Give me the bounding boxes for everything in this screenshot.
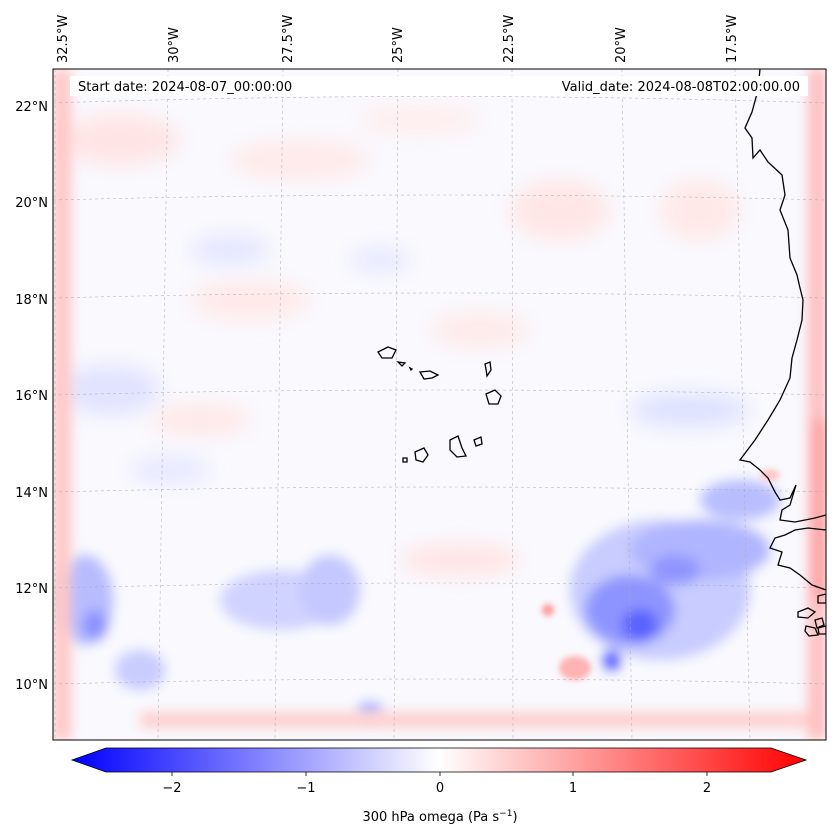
lat-label: 20°N <box>15 196 48 211</box>
lon-label: 17.5°W <box>725 15 740 63</box>
colorbar-tick-label: 2 <box>703 781 711 796</box>
bijagos-islands <box>797 593 826 637</box>
cape-verde-islands <box>377 346 502 463</box>
valid-date-label: Valid_date: 2024-08-08T02:00:00.00 <box>562 80 800 95</box>
lon-label: 20°W <box>614 27 629 63</box>
island-sao-vicente <box>396 361 407 367</box>
colorbar-bar <box>70 747 808 773</box>
lon-label: 27.5°W <box>281 15 296 63</box>
weak-ascent-patches <box>60 235 750 484</box>
lat-label: 18°N <box>15 293 48 308</box>
boundary-descent-frame <box>53 69 826 740</box>
lon-label: 32.5°W <box>56 15 71 63</box>
graticule <box>53 69 826 740</box>
longitude-labels: 32.5°W 30°W 27.5°W 25°W 22.5°W 20°W 17.5… <box>56 15 740 63</box>
lon-label: 30°W <box>167 27 182 63</box>
colorbar-tick-label: −2 <box>162 781 181 796</box>
colorbar-tick-label: 1 <box>569 781 577 796</box>
lon-label: 22.5°W <box>502 15 517 63</box>
island-fogo <box>414 447 429 463</box>
guinea-bissau-coastline <box>769 527 826 591</box>
colorbar: −2 −1 0 1 2 300 hPa omega (Pa s−1) <box>70 747 808 825</box>
lat-label: 16°N <box>15 389 48 404</box>
map-panel: Start date: 2024-08-07_00:00:00 Valid_da… <box>52 68 827 741</box>
island-santa-luzia <box>408 366 414 372</box>
island-boa-vista <box>485 389 502 405</box>
island-sal <box>484 361 492 378</box>
colorbar-label: 300 hPa omega (Pa s−1) <box>362 809 517 825</box>
lat-label: 12°N <box>15 582 48 597</box>
lat-label: 10°N <box>15 678 48 693</box>
latitude-labels: 22°N 20°N 18°N 16°N 14°N 12°N 10°N <box>15 100 48 693</box>
colorbar-tick-label: −1 <box>296 781 315 796</box>
lon-label: 25°W <box>391 27 406 63</box>
southeast-ascent-region <box>570 480 780 670</box>
island-santiago <box>449 435 467 458</box>
colorbar-tick-label: 0 <box>436 781 444 796</box>
lat-label: 22°N <box>15 100 48 115</box>
omega-field <box>53 69 826 740</box>
island-brava <box>402 457 408 463</box>
start-date-label: Start date: 2024-08-07_00:00:00 <box>78 80 292 95</box>
descent-spots <box>542 469 780 680</box>
colorbar-ticks <box>171 772 708 776</box>
date-header-box <box>70 76 808 96</box>
map-frame <box>52 68 827 741</box>
island-maio <box>473 436 483 447</box>
lat-label: 14°N <box>15 486 48 501</box>
africa-coastline <box>738 69 826 523</box>
island-santo-antao <box>377 346 397 359</box>
island-sao-nicolau <box>418 370 440 380</box>
